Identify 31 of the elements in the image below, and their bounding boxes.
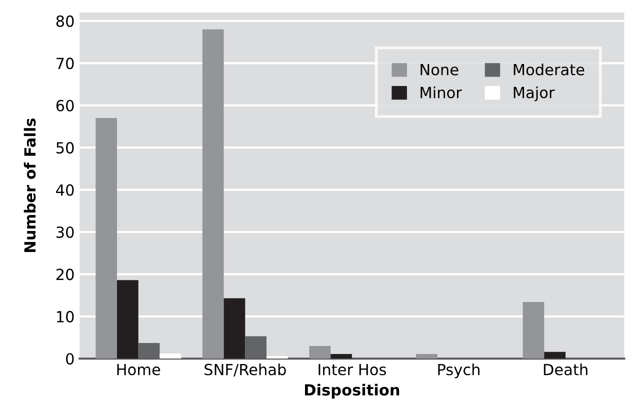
y-tick-label: 10 <box>57 310 74 322</box>
x-tick-label: Home <box>117 364 160 376</box>
bar <box>160 354 182 359</box>
bar <box>544 352 566 359</box>
x-tick-label: SNF/Rehab <box>204 363 286 377</box>
y-tick-label: 80 <box>56 15 74 27</box>
bar <box>224 298 246 359</box>
bar <box>522 302 544 359</box>
x-tick-label: Death <box>544 363 588 376</box>
bar <box>330 354 352 359</box>
y-tick-label: 50 <box>56 142 74 154</box>
x-tick-label: Inter Hos <box>318 364 386 376</box>
bar <box>202 29 224 359</box>
bar <box>96 118 117 359</box>
legend-label: Minor <box>420 86 462 98</box>
x-axis-title: Disposition <box>305 384 400 399</box>
bar <box>309 346 331 359</box>
bar <box>266 356 288 359</box>
y-tick-label: 20 <box>56 268 74 280</box>
legend-label: Major <box>514 86 555 102</box>
bar <box>416 354 438 359</box>
y-tick-label: 40 <box>56 184 74 196</box>
legend-label: None <box>420 64 458 76</box>
x-tick-label: Psych <box>438 363 480 378</box>
y-tick-label: 70 <box>56 58 74 70</box>
bar <box>117 280 138 359</box>
y-tick-label: 30 <box>56 226 74 238</box>
legend-label: Moderate <box>514 64 584 76</box>
y-axis-title: Number of Falls <box>24 118 36 252</box>
y-tick-label: 60 <box>56 100 74 112</box>
y-tick-label: 0 <box>66 353 74 365</box>
